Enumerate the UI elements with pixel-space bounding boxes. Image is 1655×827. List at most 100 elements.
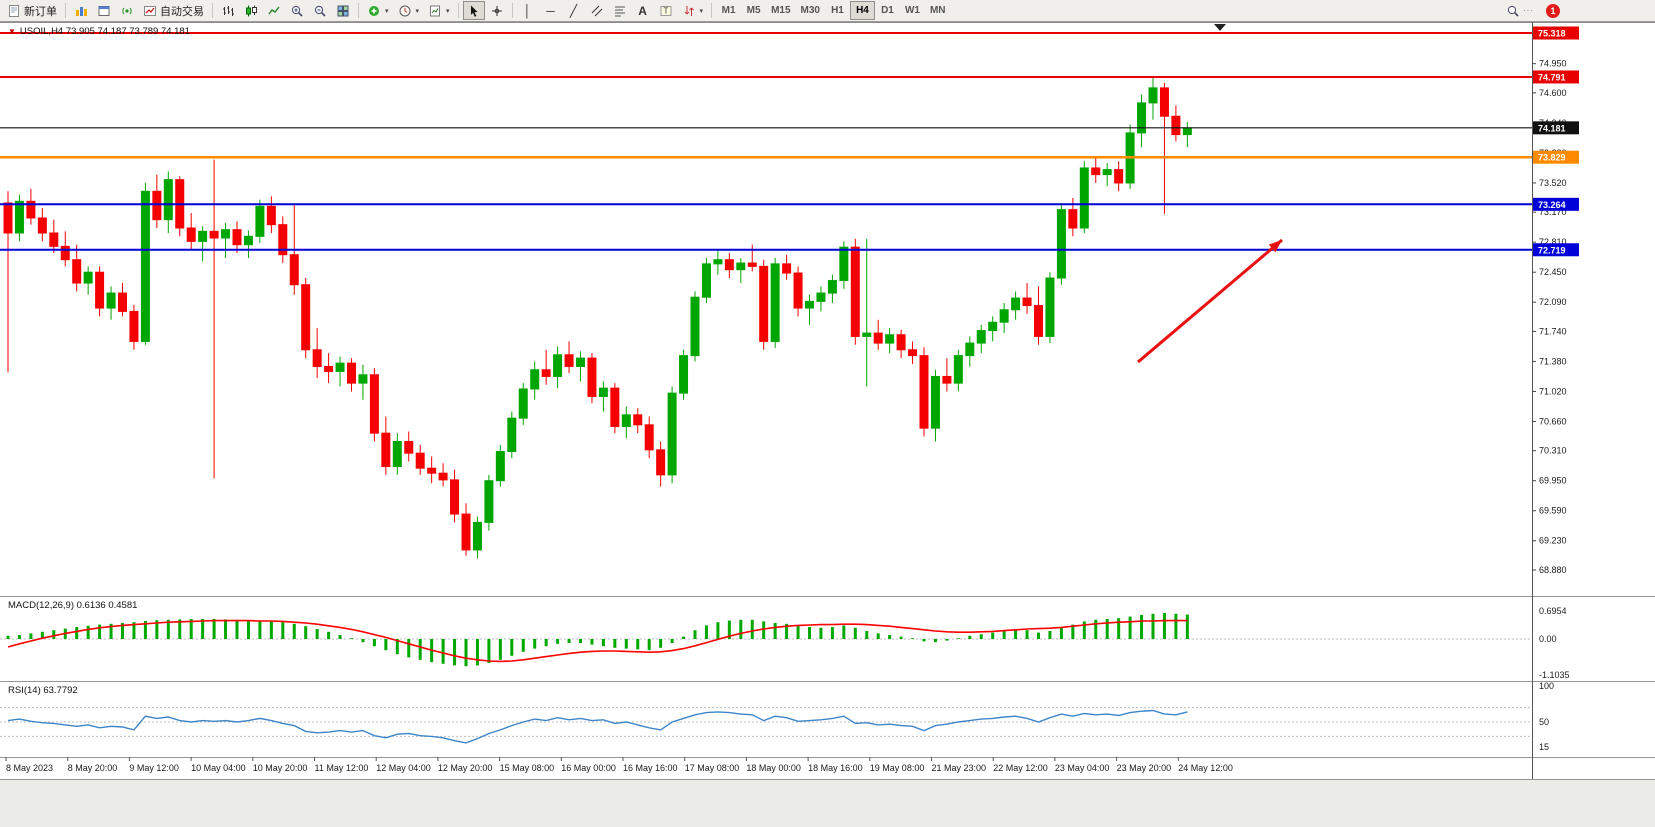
macd-signal-line <box>7 619 1188 663</box>
chart-shift-marker[interactable] <box>1214 24 1226 31</box>
macd-axis-label: 0.00 <box>1539 634 1557 644</box>
time-tick-label: 8 May 2023 <box>6 763 53 773</box>
zoom-out-icon <box>314 5 326 17</box>
timeframe-m15-button[interactable]: M15 <box>766 1 795 20</box>
bar-chart-button[interactable] <box>217 1 239 20</box>
toolbar-separator <box>457 3 459 18</box>
time-tick-label: 22 May 12:00 <box>993 763 1048 773</box>
navigator-button[interactable] <box>116 1 138 20</box>
notification-badge[interactable]: 1 <box>1546 3 1560 18</box>
auto-trading-icon <box>144 5 156 16</box>
zoom-in-button[interactable] <box>286 1 308 20</box>
time-tick-label: 8 May 20:00 <box>68 763 118 773</box>
templates-button[interactable]: ▾ <box>424 1 454 20</box>
vertical-line-button[interactable]: │ <box>517 1 539 20</box>
trendline-icon: ╱ <box>569 3 578 18</box>
channel-icon <box>591 5 602 16</box>
indicators-icon <box>369 5 379 16</box>
text-label-button[interactable]: T <box>655 1 677 20</box>
candles-up <box>14 77 1192 559</box>
tile-windows-button[interactable] <box>332 1 354 20</box>
market-watch-icon <box>76 6 87 16</box>
timeframe-h1-button[interactable]: H1 <box>825 1 850 20</box>
price-line-label <box>1533 121 1579 135</box>
cursor-button[interactable] <box>462 1 485 20</box>
arrows-icon <box>684 5 694 16</box>
new-order-icon <box>9 4 19 17</box>
price-line-label <box>1533 243 1579 257</box>
timeframe-mn-button[interactable]: MN <box>925 1 951 20</box>
toolbar-right-group: ··· 1 <box>1502 1 1652 20</box>
timeframe-d1-button[interactable]: D1 <box>875 1 900 20</box>
price-line-label <box>1533 26 1579 40</box>
tile-windows-icon <box>337 5 349 16</box>
price-line-label <box>1533 70 1579 84</box>
candles-down <box>3 82 1181 556</box>
price-tick-label: 72.090 <box>1539 297 1567 307</box>
rsi-axis-label: 15 <box>1539 742 1549 752</box>
trend-arrow[interactable] <box>1137 238 1283 364</box>
timeframe-w1-button[interactable]: W1 <box>900 1 925 20</box>
new-order-button[interactable]: 新订单 <box>3 1 61 20</box>
trendline-button[interactable]: ╱ <box>563 1 585 20</box>
text-label-icon: T <box>660 5 672 16</box>
time-tick-label: 24 May 12:00 <box>1178 763 1233 773</box>
candlestick-icon <box>246 5 257 16</box>
text-icon: A <box>638 3 647 18</box>
horizontal-line-button[interactable]: ─ <box>540 1 562 20</box>
candlestick-chart-button[interactable] <box>240 1 262 20</box>
rsi-line <box>7 709 1188 744</box>
arrows-button[interactable]: ▾ <box>678 1 708 20</box>
search-button[interactable]: ··· <box>1502 1 1538 20</box>
rsi-axis-label: 50 <box>1539 717 1549 727</box>
bottom-strip <box>0 780 1655 827</box>
time-tick-label: 23 May 20:00 <box>1117 763 1172 773</box>
time-tick-label: 23 May 04:00 <box>1055 763 1110 773</box>
price-line-label <box>1533 197 1579 211</box>
price-tick-label: 71.740 <box>1539 326 1567 336</box>
chevron-down-icon: ▾ <box>385 7 389 15</box>
auto-trading-button[interactable]: 自动交易 <box>139 1 208 20</box>
price-line-label-text: 74.791 <box>1538 72 1566 82</box>
text-button[interactable]: A <box>632 1 654 20</box>
price-tick-label: 72.810 <box>1539 237 1567 247</box>
time-tick-label: 21 May 23:00 <box>932 763 987 773</box>
timeframe-h4-button[interactable]: H4 <box>849 1 875 20</box>
toolbar-separator <box>711 3 713 18</box>
price-tick-label: 74.950 <box>1539 59 1567 69</box>
price-tick-label: 69.230 <box>1539 536 1567 546</box>
data-window-button[interactable] <box>93 1 115 20</box>
price-tick-label: 74.600 <box>1539 88 1567 98</box>
vertical-line-icon: │ <box>523 3 532 18</box>
zoom-out-button[interactable] <box>309 1 331 20</box>
timeframe-m30-button[interactable]: M30 <box>796 1 825 20</box>
search-dots: ··· <box>1523 6 1534 15</box>
timeframe-m1-button[interactable]: M1 <box>716 1 741 20</box>
fibonacci-button[interactable] <box>609 1 631 20</box>
price-tick-label: 73.520 <box>1539 178 1567 188</box>
line-chart-icon <box>268 6 280 14</box>
price-line-label-text: 72.719 <box>1538 245 1566 255</box>
price-tick-label: 71.380 <box>1539 356 1567 366</box>
cursor-icon <box>470 5 478 17</box>
rsi-label: RSI(14) 63.7792 <box>8 685 78 696</box>
time-tick-label: 10 May 04:00 <box>191 763 246 773</box>
chevron-down-icon: ▾ <box>446 7 450 15</box>
price-tick-label: 73.170 <box>1539 207 1567 217</box>
indicators-button[interactable]: ▾ <box>363 1 393 20</box>
channel-button[interactable] <box>586 1 608 20</box>
price-line-label-text: 73.829 <box>1538 153 1566 163</box>
timeframe-m5-button[interactable]: M5 <box>741 1 766 20</box>
crosshair-button[interactable] <box>486 1 508 20</box>
new-order-label: 新订单 <box>24 5 57 18</box>
bar-chart-icon <box>223 5 234 16</box>
fibonacci-icon <box>614 6 625 16</box>
periods-button[interactable]: ▾ <box>394 1 424 20</box>
data-window-icon <box>98 5 110 16</box>
line-chart-button[interactable] <box>263 1 285 20</box>
price-line-label <box>1533 150 1579 164</box>
time-tick-label: 19 May 08:00 <box>870 763 925 773</box>
market-watch-button[interactable] <box>70 1 92 20</box>
navigator-icon <box>122 7 132 14</box>
